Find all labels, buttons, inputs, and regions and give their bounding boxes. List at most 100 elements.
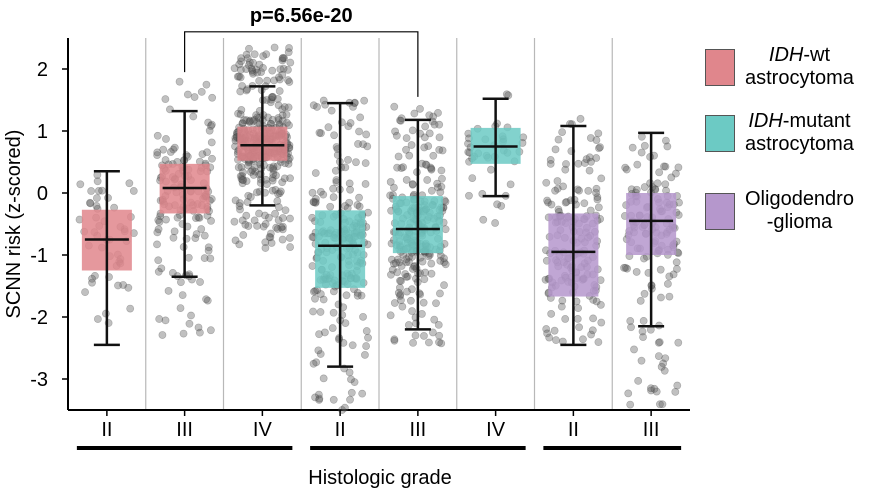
data-point	[309, 307, 317, 316]
data-point	[660, 366, 669, 375]
data-point	[263, 76, 271, 85]
data-point	[353, 201, 362, 209]
data-point	[387, 270, 395, 279]
data-point	[278, 70, 287, 79]
y-tick-label: -3	[30, 369, 48, 391]
data-point	[315, 330, 323, 339]
data-point	[273, 225, 282, 233]
data-point	[281, 206, 290, 215]
data-point	[308, 213, 317, 222]
significance-bracket	[184, 31, 419, 97]
data-point	[312, 358, 321, 367]
data-point	[248, 67, 257, 76]
data-point	[252, 65, 260, 74]
x-tick-label: II	[568, 419, 579, 441]
data-point	[552, 336, 560, 345]
data-point	[153, 151, 162, 159]
data-point	[362, 342, 371, 350]
data-point	[94, 186, 103, 195]
data-point	[665, 292, 674, 301]
data-point	[345, 198, 354, 207]
data-point	[235, 202, 244, 210]
data-point	[235, 240, 244, 249]
x-tick-label: III	[643, 419, 660, 441]
data-point	[274, 114, 283, 122]
data-point	[161, 95, 170, 104]
data-point	[653, 179, 662, 188]
data-point	[441, 260, 450, 269]
data-point	[278, 214, 287, 222]
data-point	[241, 220, 250, 229]
data-point	[238, 172, 247, 180]
data-point	[274, 101, 283, 110]
data-point	[544, 198, 552, 207]
data-point	[239, 168, 247, 177]
data-point	[573, 315, 582, 323]
data-point	[656, 265, 665, 274]
data-point	[187, 311, 195, 320]
data-point	[206, 254, 215, 263]
data-point	[562, 197, 571, 206]
data-point	[430, 120, 439, 129]
data-point	[279, 53, 287, 62]
data-point	[637, 356, 646, 365]
data-point	[634, 376, 643, 385]
data-point	[175, 77, 184, 86]
data-point	[329, 395, 338, 404]
data-point	[345, 179, 354, 188]
data-point	[309, 101, 318, 110]
data-point	[435, 146, 444, 154]
data-point	[546, 156, 555, 164]
data-point	[245, 44, 253, 53]
data-point	[545, 333, 554, 342]
data-point	[245, 118, 254, 126]
x-tick-label: II	[335, 419, 346, 441]
data-point	[660, 162, 668, 171]
data-point	[257, 68, 266, 76]
data-point	[398, 302, 407, 311]
data-point	[271, 185, 280, 194]
data-point	[237, 175, 246, 183]
data-point	[319, 190, 328, 199]
data-point	[169, 145, 178, 154]
legend-label-idh-mutant: IDH-mutant astrocytoma	[745, 110, 854, 155]
data-point	[195, 328, 204, 337]
data-point	[396, 292, 404, 300]
data-point	[169, 233, 178, 242]
data-point	[273, 197, 282, 205]
data-point	[397, 277, 405, 285]
data-point	[425, 129, 434, 138]
data-point	[250, 216, 259, 225]
data-point	[421, 122, 430, 131]
data-point	[93, 177, 102, 186]
data-point	[236, 110, 245, 119]
data-point	[349, 103, 357, 111]
data-point	[330, 131, 339, 140]
data-point	[437, 182, 446, 191]
data-point	[420, 133, 429, 142]
data-point	[203, 296, 212, 305]
data-point	[119, 281, 128, 289]
data-point	[636, 296, 645, 305]
data-point	[427, 165, 436, 174]
data-point	[129, 187, 138, 195]
data-point	[589, 314, 597, 323]
data-point	[272, 223, 281, 232]
data-point	[329, 184, 338, 193]
data-point	[623, 264, 631, 273]
data-point	[657, 293, 665, 302]
data-point	[647, 384, 655, 393]
data-point	[519, 133, 528, 142]
data-point	[207, 216, 215, 225]
data-point	[230, 64, 239, 73]
data-point	[561, 198, 570, 207]
data-point	[242, 116, 251, 125]
data-point	[242, 177, 251, 185]
x-tick-label: II	[101, 419, 112, 441]
data-point	[76, 180, 85, 189]
data-point	[408, 180, 417, 188]
data-point	[390, 102, 399, 111]
data-point	[553, 177, 562, 185]
data-point	[551, 145, 560, 154]
data-point	[675, 198, 683, 207]
